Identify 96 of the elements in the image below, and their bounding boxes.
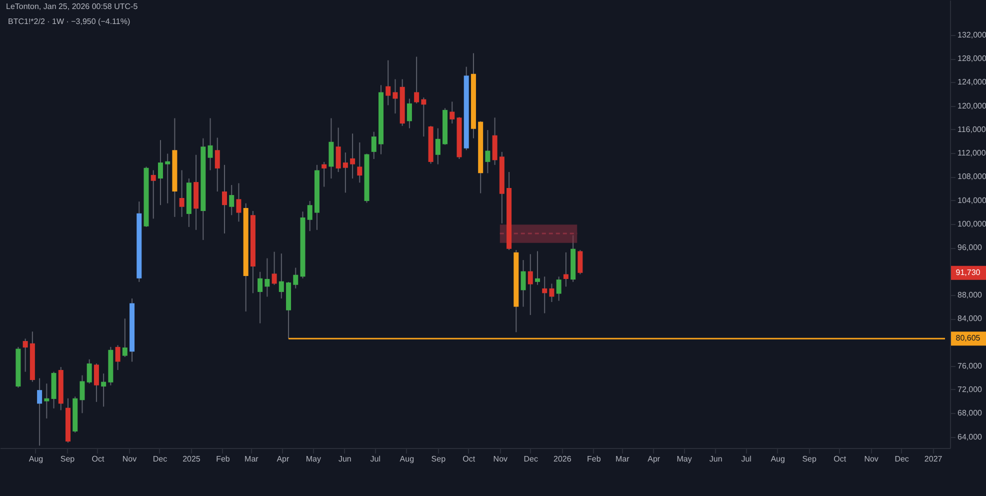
candlestick <box>520 260 526 308</box>
candlestick <box>542 276 548 314</box>
candlestick <box>414 56 420 104</box>
text: 80,605 <box>956 334 981 343</box>
x-tick-label: Sep <box>431 454 446 464</box>
candlestick <box>371 131 376 160</box>
y-tick-label: 116,000 <box>958 124 986 134</box>
x-tick-label: 2027 <box>924 454 943 464</box>
x-tick-label: Jul <box>370 454 381 464</box>
candlestick <box>556 276 562 302</box>
y-tick-label: 100,000 <box>958 220 986 228</box>
x-tick-label: Oct <box>92 454 105 464</box>
candlestick <box>534 250 540 286</box>
candlestick <box>421 97 426 138</box>
candlestick <box>406 98 412 129</box>
y-tick-label: 76,000 <box>958 361 983 370</box>
x-tick-label: Dec <box>524 454 538 464</box>
x-tick-label: Apr <box>276 454 290 464</box>
candlestick <box>80 374 85 414</box>
candlestick <box>528 254 533 316</box>
candlestick <box>22 338 28 372</box>
y-tick-label: 104,000 <box>958 196 986 205</box>
y-tick-label: 108,000 <box>958 172 986 182</box>
candlestick <box>37 378 42 446</box>
x-tick-label: Jun <box>709 454 722 464</box>
candlestick <box>392 78 398 114</box>
x-tick-label: Sep <box>802 454 817 464</box>
text: 91,730 <box>956 268 981 277</box>
x-tick-label: Jun <box>338 454 352 464</box>
y-tick-label: 88,000 <box>958 290 983 300</box>
text: BTC1!*2/2 · 1W · −3,950 (−4.11%) <box>8 17 130 26</box>
candlestick <box>278 253 284 299</box>
candlestick <box>214 137 220 192</box>
y-tick-label: 96,000 <box>958 243 983 252</box>
x-tick-label: Apr <box>648 454 660 464</box>
candlestick <box>158 140 163 206</box>
candlestick <box>264 258 270 298</box>
x-tick-label: Nov <box>493 454 508 464</box>
x-tick-label: Nov <box>864 454 878 464</box>
y-tick-label: 72,000 <box>958 384 983 394</box>
candlestick <box>86 358 92 384</box>
candlestick <box>122 318 128 358</box>
x-tick-label: Aug <box>400 454 414 464</box>
candlestick <box>342 152 348 194</box>
x-tick-label: Aug <box>28 454 44 464</box>
candlestick <box>293 267 298 289</box>
candlestick <box>150 170 156 220</box>
candlestick <box>229 184 234 216</box>
x-tick-label: 2025 <box>182 454 201 464</box>
x-tick-label: Sep <box>60 454 76 464</box>
candlestick <box>101 373 106 408</box>
x-tick-label: May <box>306 454 321 464</box>
candlestick <box>236 182 242 222</box>
candlestick <box>578 250 583 275</box>
x-tick-label: May <box>676 454 692 464</box>
x-tick-label: Mar <box>244 454 259 464</box>
y-tick-label: 112,000 <box>958 148 986 158</box>
x-tick-label: Dec <box>894 454 909 464</box>
x-tick-label: Feb <box>586 454 602 464</box>
candlestick <box>272 251 277 286</box>
y-tick-label: 64,000 <box>958 432 983 442</box>
x-tick-label: Feb <box>216 454 230 464</box>
candlestick <box>115 344 120 370</box>
x-tick-label: Oct <box>834 454 847 464</box>
x-tick-label: Jul <box>741 454 752 464</box>
y-tick-label: 68,000 <box>958 408 983 418</box>
candlestick <box>179 170 184 218</box>
candlestick <box>485 130 490 174</box>
candlestick <box>94 362 99 402</box>
candlestick <box>549 283 554 303</box>
candlestick <box>258 271 263 324</box>
x-tick-label: Mar <box>615 454 630 464</box>
y-tick-label: 132,000 <box>958 30 986 40</box>
candlestick <box>450 101 455 124</box>
candlestick <box>208 118 213 171</box>
y-tick-label: 120,000 <box>958 101 986 110</box>
candlestick <box>222 164 228 234</box>
y-tick-label: 84,000 <box>958 314 983 324</box>
candlestick <box>322 161 327 188</box>
candlestick <box>336 127 341 172</box>
candlestick <box>435 128 440 165</box>
x-tick-label: Nov <box>122 454 137 464</box>
annotation: LeTonton, Jan 25, 2026 00:58 UTC-5 <box>6 2 138 11</box>
candlestick <box>357 142 362 184</box>
y-tick-label: 128,000 <box>958 54 986 64</box>
candlestick <box>165 153 170 204</box>
candlestick <box>563 252 568 288</box>
candlestick <box>350 133 356 179</box>
x-tick-label: Aug <box>770 454 785 464</box>
x-tick-label: Dec <box>152 454 168 464</box>
candlestick <box>307 200 312 232</box>
x-tick-label: 2026 <box>553 454 572 464</box>
x-tick-label: Oct <box>462 454 476 464</box>
candlestick <box>386 60 391 106</box>
y-tick-label: 124,000 <box>958 78 986 87</box>
candlestick <box>44 383 50 419</box>
